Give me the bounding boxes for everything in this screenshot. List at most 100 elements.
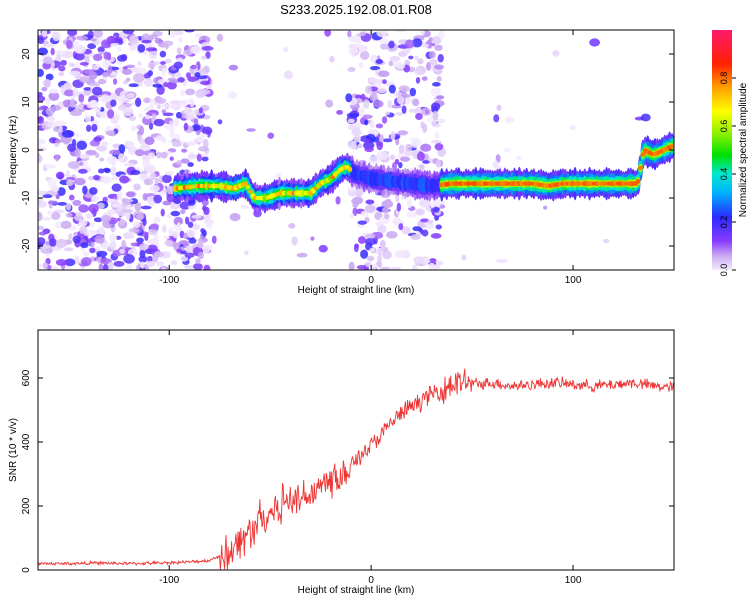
noise-cell (90, 37, 97, 42)
heatmap-noise (38, 30, 651, 270)
noise-cell (384, 213, 390, 220)
noise-cell (88, 71, 98, 80)
noise-cell (42, 216, 52, 221)
noise-cell (430, 232, 442, 239)
noise-cell (412, 98, 420, 107)
noise-cell (388, 84, 396, 94)
noise-cell (377, 87, 387, 94)
noise-cell (164, 239, 174, 246)
noise-cell (41, 30, 48, 38)
noise-cell (55, 238, 67, 248)
noise-cell (89, 247, 96, 254)
noise-cell (66, 179, 74, 187)
y-tick-label: 0 (21, 147, 32, 153)
noise-cell (352, 196, 364, 204)
noise-cell (64, 258, 76, 267)
noise-cell (140, 205, 152, 210)
noise-cell (192, 263, 203, 270)
noise-cell (335, 196, 341, 205)
noise-cell (430, 87, 442, 97)
noise-cell (352, 207, 358, 217)
noise-cell (65, 169, 70, 177)
noise-cell (364, 204, 376, 213)
noise-cell (432, 110, 439, 121)
noise-cell (200, 228, 206, 234)
noise-cell (375, 123, 384, 129)
noise-cell (203, 264, 211, 270)
noise-cell (38, 153, 42, 163)
noise-cell (418, 164, 425, 170)
noise-cell (128, 83, 139, 88)
noise-cell (211, 235, 217, 244)
noise-cell (137, 43, 146, 53)
noise-cell (399, 156, 411, 162)
noise-cell (60, 85, 66, 94)
noise-cell (181, 148, 188, 153)
noise-cell (436, 95, 445, 100)
x-tick-label: 100 (565, 275, 582, 286)
noise-cell (109, 149, 121, 155)
colorbar-tick-label: 0.6 (719, 120, 729, 133)
noise-cell (176, 160, 183, 166)
noise-cell (101, 141, 109, 147)
noise-cell (347, 66, 356, 73)
noise-cell (416, 151, 425, 161)
ridge-cell (669, 144, 674, 149)
heatmap-ridge (172, 131, 674, 215)
noise-cell (98, 263, 104, 270)
noise-cell (376, 150, 389, 161)
noise-cell (389, 266, 402, 270)
noise-cell (216, 33, 224, 42)
colorbar-tick-label: 0.4 (719, 168, 729, 181)
noise-cell (185, 88, 196, 96)
noise-cell (413, 256, 424, 265)
top-y-axis-label: Frequency (Hz) (8, 116, 19, 185)
noise-cell (325, 99, 334, 108)
noise-cell (97, 168, 105, 174)
noise-cell (126, 141, 135, 148)
noise-cell (552, 50, 560, 57)
noise-cell (48, 91, 60, 101)
noise-cell (113, 78, 118, 85)
noise-cell (38, 47, 48, 56)
noise-cell (424, 206, 431, 212)
noise-cell (173, 118, 179, 128)
noise-cell (156, 97, 167, 104)
noise-cell (195, 258, 201, 264)
noise-cell (38, 190, 48, 196)
noise-cell (375, 221, 381, 227)
noise-cell (160, 208, 165, 217)
noise-cell (103, 51, 109, 60)
noise-cell (55, 50, 67, 55)
noise-cell (353, 134, 361, 143)
noise-cell (435, 224, 442, 230)
noise-cell (160, 151, 168, 159)
noise-cell (102, 263, 109, 270)
noise-cell (51, 211, 61, 220)
noise-cell (201, 156, 209, 162)
bottom-plot-frame (37, 329, 675, 571)
noise-cell (377, 255, 382, 264)
noise-cell (133, 73, 145, 83)
noise-cell (434, 142, 444, 151)
noise-cell (137, 61, 142, 67)
noise-cell (131, 66, 140, 73)
noise-cell (74, 132, 80, 138)
noise-cell (101, 242, 109, 250)
noise-cell (76, 140, 88, 151)
noise-cell (86, 229, 98, 236)
noise-cell (171, 141, 182, 147)
noise-cell (50, 47, 55, 56)
noise-cell (92, 53, 103, 62)
noise-cell (406, 198, 413, 209)
noise-cell (138, 125, 145, 136)
noise-cell (389, 55, 401, 62)
noise-cell (398, 161, 403, 169)
noise-cell (401, 226, 411, 235)
noise-cell (358, 61, 364, 69)
noise-cell (380, 266, 388, 270)
noise-cell (267, 132, 275, 139)
noise-cell (421, 229, 429, 237)
noise-cell (90, 241, 95, 248)
